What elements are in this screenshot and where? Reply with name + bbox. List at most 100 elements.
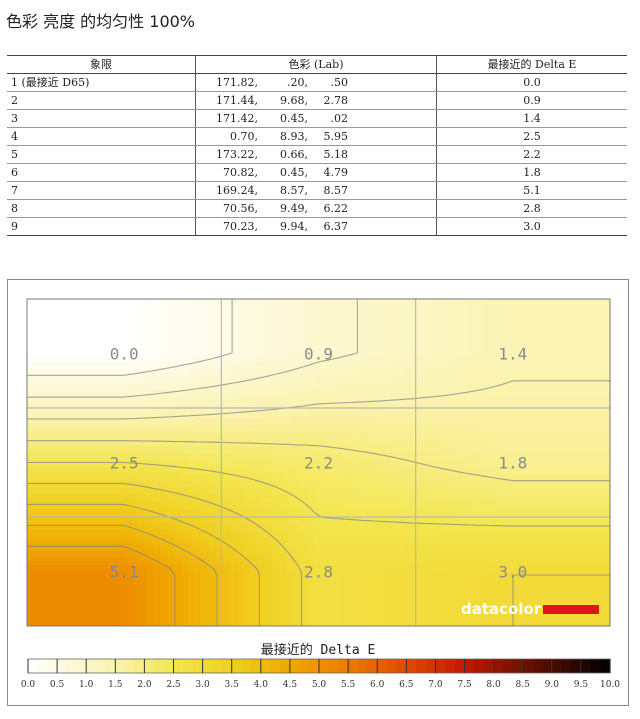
heatmap-pixel	[552, 551, 560, 559]
heatmap-pixel	[349, 390, 357, 398]
heatmap-pixel	[335, 621, 343, 626]
heatmap-pixel	[223, 425, 231, 433]
colorbar-tick-label: 8.5	[516, 680, 531, 690]
heatmap-pixel	[531, 551, 539, 559]
heatmap-pixel	[188, 327, 196, 335]
heatmap-pixel	[370, 551, 378, 559]
heatmap-pixel	[391, 572, 399, 580]
heatmap-pixel	[188, 390, 196, 398]
heatmap-pixel	[83, 593, 91, 601]
heatmap-pixel	[230, 362, 238, 370]
heatmap-pixel	[223, 362, 231, 370]
heatmap-pixel	[132, 369, 140, 377]
heatmap-pixel	[146, 467, 154, 475]
heatmap-pixel	[391, 446, 399, 454]
heatmap-pixel	[440, 334, 448, 342]
heatmap-pixel	[531, 411, 539, 419]
heatmap-pixel	[153, 460, 161, 468]
heatmap-pixel	[125, 551, 133, 559]
heatmap-pixel	[601, 320, 609, 328]
heatmap-pixel	[216, 621, 224, 626]
heatmap-pixel	[272, 334, 280, 342]
heatmap-pixel	[377, 579, 385, 587]
heatmap-pixel	[356, 593, 364, 601]
heatmap-pixel	[566, 586, 574, 594]
heatmap-pixel	[454, 446, 462, 454]
heatmap-pixel	[594, 572, 602, 580]
heatmap-pixel	[349, 502, 357, 510]
colorbar-segment	[154, 659, 165, 673]
heatmap-pixel	[286, 460, 294, 468]
heatmap-pixel	[398, 614, 406, 622]
heatmap-pixel	[209, 418, 217, 426]
heatmap-pixel	[538, 565, 546, 573]
heatmap-pixel	[27, 495, 35, 503]
heatmap-pixel	[90, 530, 98, 538]
heatmap-pixel	[69, 530, 77, 538]
heatmap-pixel	[391, 320, 399, 328]
heatmap-pixel	[517, 551, 525, 559]
heatmap-pixel	[202, 446, 210, 454]
heatmap-pixel	[111, 383, 119, 391]
heatmap-pixel	[202, 565, 210, 573]
heatmap-pixel	[447, 530, 455, 538]
heatmap-pixel	[272, 306, 280, 314]
heatmap-pixel	[342, 474, 350, 482]
heatmap-pixel	[90, 390, 98, 398]
heatmap-pixel	[265, 572, 273, 580]
heatmap-pixel	[307, 432, 315, 440]
heatmap-pixel	[174, 551, 182, 559]
uniformity-chart: 0.0 0.9 1.42.5 2.2 1.85.1 2.8 3.0 datacolor 最接…	[21, 298, 620, 690]
heatmap-pixel	[335, 432, 343, 440]
heatmap-pixel	[55, 369, 63, 377]
heatmap-pixel	[601, 495, 609, 503]
heatmap-pixel	[55, 579, 63, 587]
heatmap-pixel	[167, 425, 175, 433]
heatmap-pixel	[223, 348, 231, 356]
heatmap-pixel	[531, 299, 539, 307]
heatmap-pixel	[181, 481, 189, 489]
heatmap-pixel	[265, 411, 273, 419]
heatmap-pixel	[405, 600, 413, 608]
heatmap-pixel	[489, 600, 497, 608]
heatmap-pixel	[90, 586, 98, 594]
heatmap-pixel	[216, 600, 224, 608]
heatmap-pixel	[300, 516, 308, 524]
heatmap-pixel	[475, 306, 483, 314]
heatmap-pixel	[384, 495, 392, 503]
heatmap-pixel	[349, 320, 357, 328]
heatmap-pixel	[90, 474, 98, 482]
heatmap-pixel	[419, 502, 427, 510]
heatmap-pixel	[496, 481, 504, 489]
heatmap-pixel	[111, 306, 119, 314]
heatmap-pixel	[244, 453, 252, 461]
heatmap-pixel	[587, 320, 595, 328]
heatmap-pixel	[440, 551, 448, 559]
heatmap-pixel	[167, 327, 175, 335]
heatmap-pixel	[573, 425, 581, 433]
heatmap-pixel	[601, 558, 609, 566]
heatmap-pixel	[356, 390, 364, 398]
heatmap-pixel	[335, 558, 343, 566]
heatmap-pixel	[594, 376, 602, 384]
heatmap-pixel	[188, 425, 196, 433]
heatmap-pixel	[524, 488, 532, 496]
heatmap-pixel	[447, 474, 455, 482]
heatmap-pixel	[104, 369, 112, 377]
heatmap-pixel	[132, 418, 140, 426]
colorbar-segment	[289, 659, 301, 673]
heatmap-pixel	[286, 341, 294, 349]
heatmap-pixel	[251, 474, 259, 482]
heatmap-pixel	[104, 572, 112, 580]
heatmap-pixel	[293, 565, 301, 573]
heatmap-pixel	[370, 390, 378, 398]
heatmap-pixel	[90, 593, 98, 601]
heatmap-pixel	[573, 614, 581, 622]
heatmap-pixel	[27, 355, 35, 363]
heatmap-pixel	[237, 593, 245, 601]
heatmap-pixel	[482, 572, 490, 580]
heatmap-pixel	[398, 502, 406, 510]
heatmap-pixel	[111, 495, 119, 503]
heatmap-pixel	[272, 425, 280, 433]
heatmap-pixel	[160, 341, 168, 349]
